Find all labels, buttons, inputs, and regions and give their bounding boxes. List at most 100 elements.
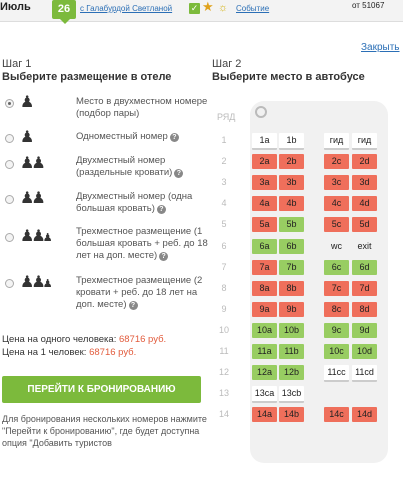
room-option-label: Двухместный номер (одна большая кровать)… <box>76 191 210 215</box>
people-icon: ♟ <box>20 94 34 111</box>
bus-seat[interactable]: 12b <box>279 365 304 380</box>
bus-seat[interactable]: 6d <box>352 260 377 275</box>
room-option[interactable]: ♟♟ Двухместный номер (одна большая кроват… <box>0 0 205 214</box>
bus-seat: 7a <box>252 260 277 275</box>
bus-seat[interactable]: 6b <box>279 239 304 254</box>
event-link[interactable]: Событие <box>236 4 270 13</box>
bus-seat[interactable]: 10c <box>324 344 349 359</box>
bus-seat[interactable]: 6a <box>252 239 277 254</box>
room-option-radio[interactable] <box>5 134 14 143</box>
bus-seat: 4a <box>252 196 277 211</box>
bus-seat[interactable]: 10a <box>252 323 277 338</box>
room-option-radio[interactable] <box>5 279 14 288</box>
room-option[interactable]: ♟♟♟ Трехместное размещение (1 большая кро… <box>0 0 208 261</box>
room-option-label: Трехместное размещение (2 кровати + реб.… <box>76 275 210 311</box>
row-number: 13 <box>218 388 229 398</box>
bus-seat: 3a <box>252 175 277 190</box>
close-link[interactable]: Закрыть <box>361 42 400 53</box>
room-option-text: Одноместный номер <box>76 131 168 142</box>
bus-seat[interactable]: 5b <box>279 217 304 232</box>
room-option-radio[interactable] <box>5 99 14 108</box>
go-to-booking-button[interactable]: ПЕРЕЙТИ К БРОНИРОВАНИЮ <box>2 376 201 403</box>
price-from: от 51067 <box>352 1 385 10</box>
price-per-person: Цена на 1 человек: 68716 руб. <box>2 347 136 359</box>
bus-seat[interactable]: 6c <box>324 260 349 275</box>
bus-seat: гид <box>324 133 349 150</box>
host-link[interactable]: с Галабурдой Светланой <box>80 4 173 13</box>
bus-seat: 2a <box>252 154 277 169</box>
bus-seat: 11cc <box>324 365 349 382</box>
day-badge[interactable]: 26 <box>52 0 76 19</box>
room-option[interactable]: ♟ Одноместный номер? <box>0 0 205 146</box>
row-header: РЯД <box>217 112 236 122</box>
room-option-radio[interactable] <box>5 160 14 169</box>
bus-seat: 8a <box>252 281 277 296</box>
bus-seat[interactable]: 11a <box>252 344 277 359</box>
row-number: 1 <box>221 135 227 145</box>
bus-seat: 3b <box>279 175 304 190</box>
bus-seat: 14c <box>324 407 349 422</box>
people-icon: ♟♟ <box>20 155 46 172</box>
month-label: Июль <box>0 1 31 13</box>
room-option-radio[interactable] <box>5 233 14 242</box>
bus-seat: гид <box>352 133 377 150</box>
price-one-person-label: Цена на одного человека: <box>2 334 117 345</box>
help-icon[interactable]: ? <box>174 169 184 178</box>
price-one-person-value: 68716 руб. <box>118 334 167 345</box>
bus-seat: 13ca <box>252 386 277 403</box>
people-icon: ♟♟♟ <box>20 274 53 291</box>
bus-seat: 1b <box>279 133 304 150</box>
room-option-text: Место в двухместном номере (подбор пары) <box>76 96 208 119</box>
help-icon[interactable]: ? <box>159 252 169 261</box>
check-icon: ✓ <box>189 3 200 14</box>
bus-seat: 8d <box>352 302 377 317</box>
room-option-text: Трехместное размещение (2 кровати + реб.… <box>76 275 203 310</box>
help-icon[interactable]: ? <box>156 205 166 214</box>
room-option[interactable]: ♟♟ Двухместный номер (раздельные кровати)… <box>0 0 205 178</box>
people-icon: ♟♟ <box>20 190 46 207</box>
bus-facility-label: wc <box>331 241 342 251</box>
day-badge-pointer <box>60 19 70 24</box>
room-option-label: Место в двухместном номере (подбор пары) <box>76 96 210 120</box>
row-number: 6 <box>221 241 227 251</box>
bus-seat[interactable]: 12a <box>252 365 277 380</box>
bus-seat: 3c <box>324 175 349 190</box>
bus-seat: 14b <box>279 407 304 422</box>
row-number: 10 <box>218 325 229 335</box>
room-option[interactable]: ♟ Место в двухместном номере (подбор пары… <box>0 0 207 119</box>
row-number: 8 <box>221 283 227 293</box>
bus-seat[interactable]: 10d <box>352 344 377 359</box>
booking-note: Для бронирования нескольких номеров нажм… <box>2 414 207 448</box>
bus-seat[interactable]: 7b <box>279 260 304 275</box>
bus-seat: 4d <box>352 196 377 211</box>
room-option-label: Одноместный номер? <box>76 131 210 143</box>
row-number: 7 <box>221 262 227 272</box>
row-number: 12 <box>218 367 229 377</box>
bus-seat: 7c <box>324 281 349 296</box>
bus-seat: 14a <box>252 407 277 422</box>
bus-seat: 4c <box>324 196 349 211</box>
room-option[interactable]: ♟♟♟ Трехместное размещение (2 кровати + р… <box>0 0 205 310</box>
price-one-person: Цена на одного человека: 68716 руб. <box>2 334 166 346</box>
room-option-text: Двухместный номер (раздельные кровати) <box>76 155 173 178</box>
help-icon[interactable]: ? <box>128 301 138 310</box>
bus-seat: 4b <box>279 196 304 211</box>
row-number: 5 <box>221 219 227 229</box>
people-icon: ♟ <box>20 129 34 146</box>
lightbulb-icon: ☼ <box>218 2 229 14</box>
row-number: 11 <box>219 346 229 356</box>
step2-subtitle: Выберите место в автобусе <box>212 71 365 83</box>
bus-seat: 5a <box>252 217 277 232</box>
bus-seat[interactable]: 11b <box>279 344 304 359</box>
bus-seat: 2b <box>279 154 304 169</box>
room-option-label: Трехместное размещение (1 большая кроват… <box>76 226 210 262</box>
room-option-text: Двухместный номер (одна большая кровать) <box>76 191 193 214</box>
help-icon[interactable]: ? <box>169 133 179 142</box>
bus-seat[interactable]: 9c <box>324 323 349 338</box>
bus-seat[interactable]: 9d <box>352 323 377 338</box>
bus-seat: 1a <box>252 133 277 150</box>
bus-seat[interactable]: 10b <box>279 323 304 338</box>
room-option-radio[interactable] <box>5 195 14 204</box>
bus-seat: 2c <box>324 154 349 169</box>
price-per-person-value: 68716 руб. <box>89 347 137 358</box>
